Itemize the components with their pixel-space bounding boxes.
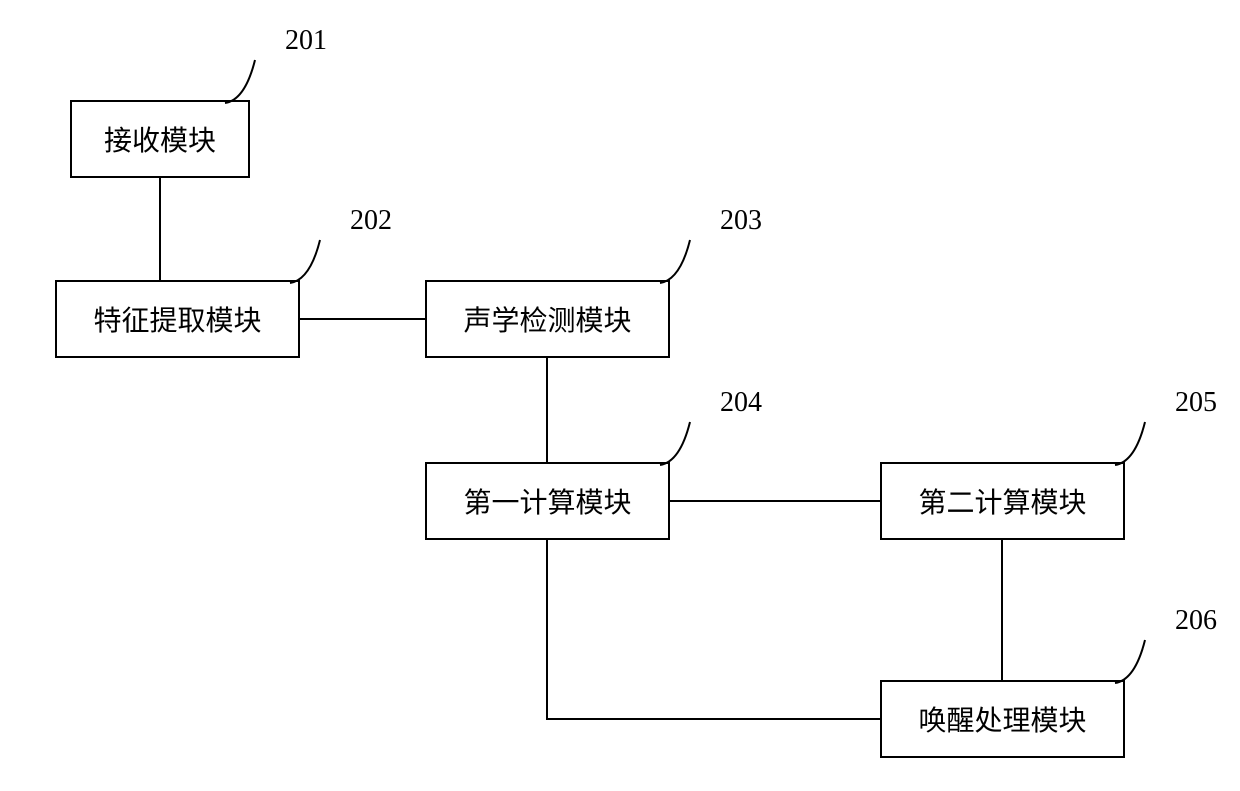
leader-line [1115,422,1145,465]
node-feature-extraction-module: 特征提取模块 [55,280,300,358]
ref-label-206: 206 [1175,605,1217,637]
node-acoustic-detection-module: 声学检测模块 [425,280,670,358]
node-label: 唤醒处理模块 [918,699,1086,739]
node-label: 特征提取模块 [93,299,261,339]
node-label: 接收模块 [104,119,216,159]
node-label: 第二计算模块 [918,481,1086,521]
leaders-group [225,60,1145,683]
node-label: 声学检测模块 [463,299,631,339]
edge [547,540,880,719]
leader-line [290,240,320,283]
ref-label-203: 203 [720,205,762,237]
ref-label-202: 202 [350,205,392,237]
node-first-calculation-module: 第一计算模块 [425,462,670,540]
node-label: 第一计算模块 [463,481,631,521]
diagram-canvas: 接收模块 特征提取模块 声学检测模块 第一计算模块 第二计算模块 唤醒处理模块 … [0,0,1240,791]
leader-line [1115,640,1145,683]
ref-label-201: 201 [285,25,327,57]
leader-line [660,240,690,283]
node-wakeup-processing-module: 唤醒处理模块 [880,680,1125,758]
ref-label-204: 204 [720,387,762,419]
node-second-calculation-module: 第二计算模块 [880,462,1125,540]
ref-label-205: 205 [1175,387,1217,419]
node-receive-module: 接收模块 [70,100,250,178]
leader-line [225,60,255,103]
leader-line [660,422,690,465]
edges-group [160,178,1002,719]
